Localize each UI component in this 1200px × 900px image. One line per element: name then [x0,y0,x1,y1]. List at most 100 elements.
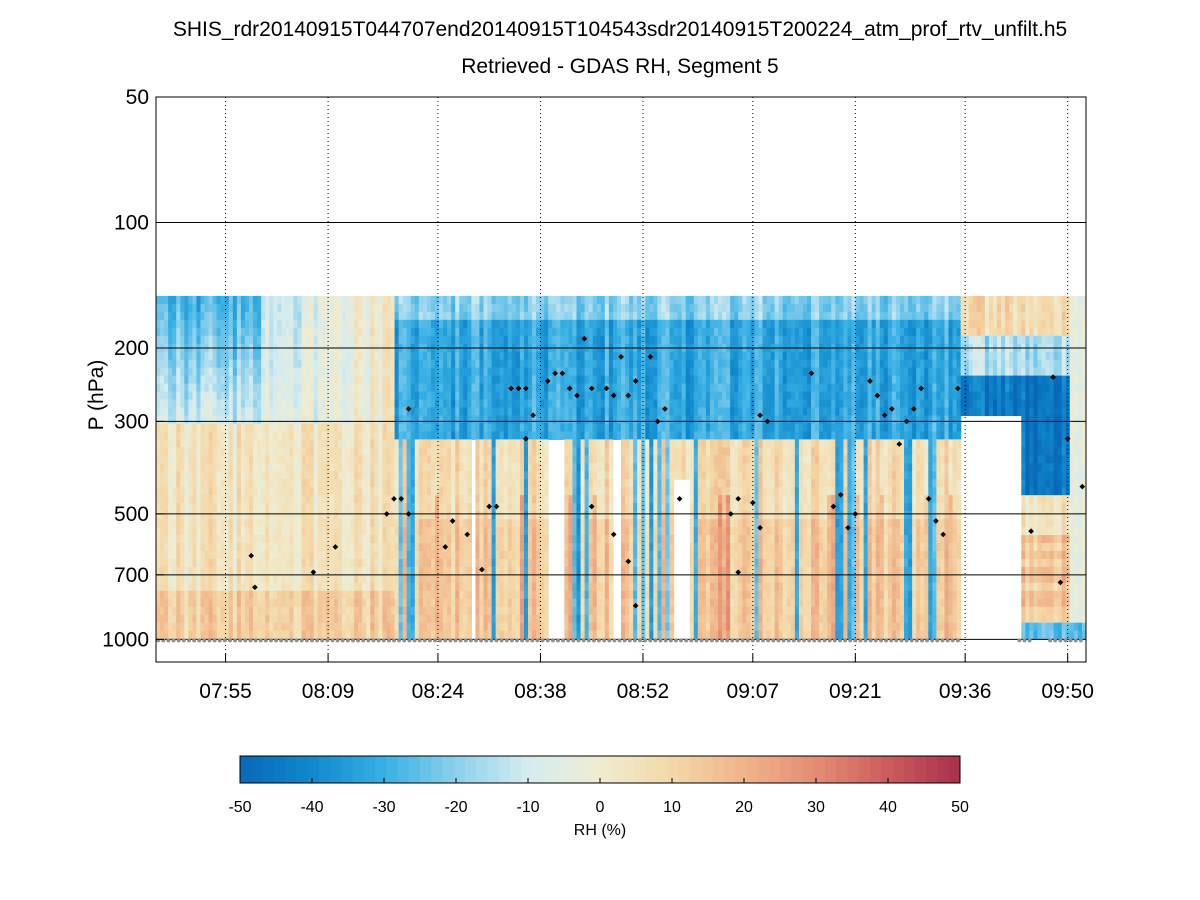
heatmap-cell [200,415,206,425]
heatmap-cell [394,558,400,568]
heatmap-cell [156,550,161,560]
heatmap-cell [253,303,258,313]
heatmap-cell [269,311,274,321]
heatmap-cell [236,439,242,448]
heatmap-cell [382,550,388,560]
heatmap-cell [475,455,481,464]
heatmap-cell [386,415,392,425]
heatmap-cell [633,335,638,345]
heatmap-cell [503,487,509,496]
heatmap-cell [519,383,525,393]
heatmap-cell [184,495,189,504]
heatmap-cell [556,295,561,305]
heatmap-cell [499,519,505,528]
heatmap-cell [240,495,246,504]
heatmap-cell [544,455,549,464]
heatmap-cell [528,447,533,456]
heatmap-cell [257,574,262,584]
heatmap-cell [568,407,574,417]
heatmap-cell [540,487,545,496]
heatmap-cell [414,391,420,401]
heatmap-cell [257,399,262,409]
heatmap-cell [398,590,404,600]
heatmap-cell [576,558,582,568]
heatmap-cell [612,375,618,385]
heatmap-cell [495,535,501,544]
heatmap-cell [568,495,574,504]
heatmap-cell [451,574,456,584]
heatmap-cell [455,439,460,448]
heatmap-cell [309,311,315,321]
heatmap-cell [374,582,379,592]
heatmap-cell [337,311,343,321]
heatmap-cell [370,535,375,544]
heatmap-cell [608,407,614,417]
heatmap-cell [188,327,193,337]
heatmap-cell [317,590,323,600]
heatmap-cell [572,359,578,369]
heatmap-cell [350,622,355,632]
heatmap-cell [176,455,181,464]
heatmap-cell [200,574,206,584]
heatmap-cell [370,519,375,528]
heatmap-cell [568,391,574,401]
heatmap-cell [374,487,379,496]
heatmap-cell [188,351,193,361]
heatmap-cell [200,566,206,576]
heatmap-cell [196,303,202,313]
heatmap-cell [443,550,448,560]
heatmap-cell [604,630,610,640]
heatmap-cell [406,527,412,536]
heatmap-cell [637,590,642,600]
heatmap-cell [168,495,173,504]
heatmap-cell [572,383,578,393]
heatmap-cell [564,495,570,504]
heatmap-cell [313,622,319,632]
heatmap-cell [544,311,549,321]
heatmap-cell [463,598,468,608]
heatmap-cell [354,303,359,313]
heatmap-cell [321,519,327,528]
heatmap-cell [528,519,533,528]
heatmap-cell [350,327,355,337]
heatmap-cell [455,503,460,512]
heatmap-cell [329,550,335,560]
heatmap-cell [503,598,509,608]
heatmap-cell [447,423,452,432]
heatmap-cell [596,407,602,417]
heatmap-cell [350,511,355,520]
heatmap-cell [503,511,509,520]
heatmap-cell [366,479,371,488]
heatmap-cell [621,415,626,425]
heatmap-cell [293,407,299,417]
heatmap-cell [337,423,343,432]
heatmap-cell [406,327,412,337]
heatmap-cell [528,606,533,616]
heatmap-cell [633,391,638,401]
heatmap-cell [184,590,189,600]
heatmap-cell [475,303,481,313]
heatmap-cell [378,399,384,409]
heatmap-cell [576,550,582,560]
heatmap-cell [398,463,404,472]
heatmap-cell [592,479,598,488]
heatmap-cell [240,311,246,321]
heatmap-cell [354,431,359,440]
heatmap-cell [220,479,226,488]
heatmap-cell [483,415,489,425]
heatmap-cell [519,439,525,448]
heatmap-cell [244,391,250,401]
heatmap-cell [261,455,266,464]
heatmap-cell [273,630,278,640]
heatmap-cell [394,415,400,425]
heatmap-cell [164,415,169,425]
heatmap-cell [370,471,375,480]
heatmap-cell [232,535,238,544]
heatmap-cell [366,503,371,512]
heatmap-cell [244,558,250,568]
heatmap-cell [435,447,440,456]
heatmap-cell [333,614,339,624]
heatmap-cell [515,399,521,409]
heatmap-cell [580,455,586,464]
heatmap-cell [479,295,485,305]
